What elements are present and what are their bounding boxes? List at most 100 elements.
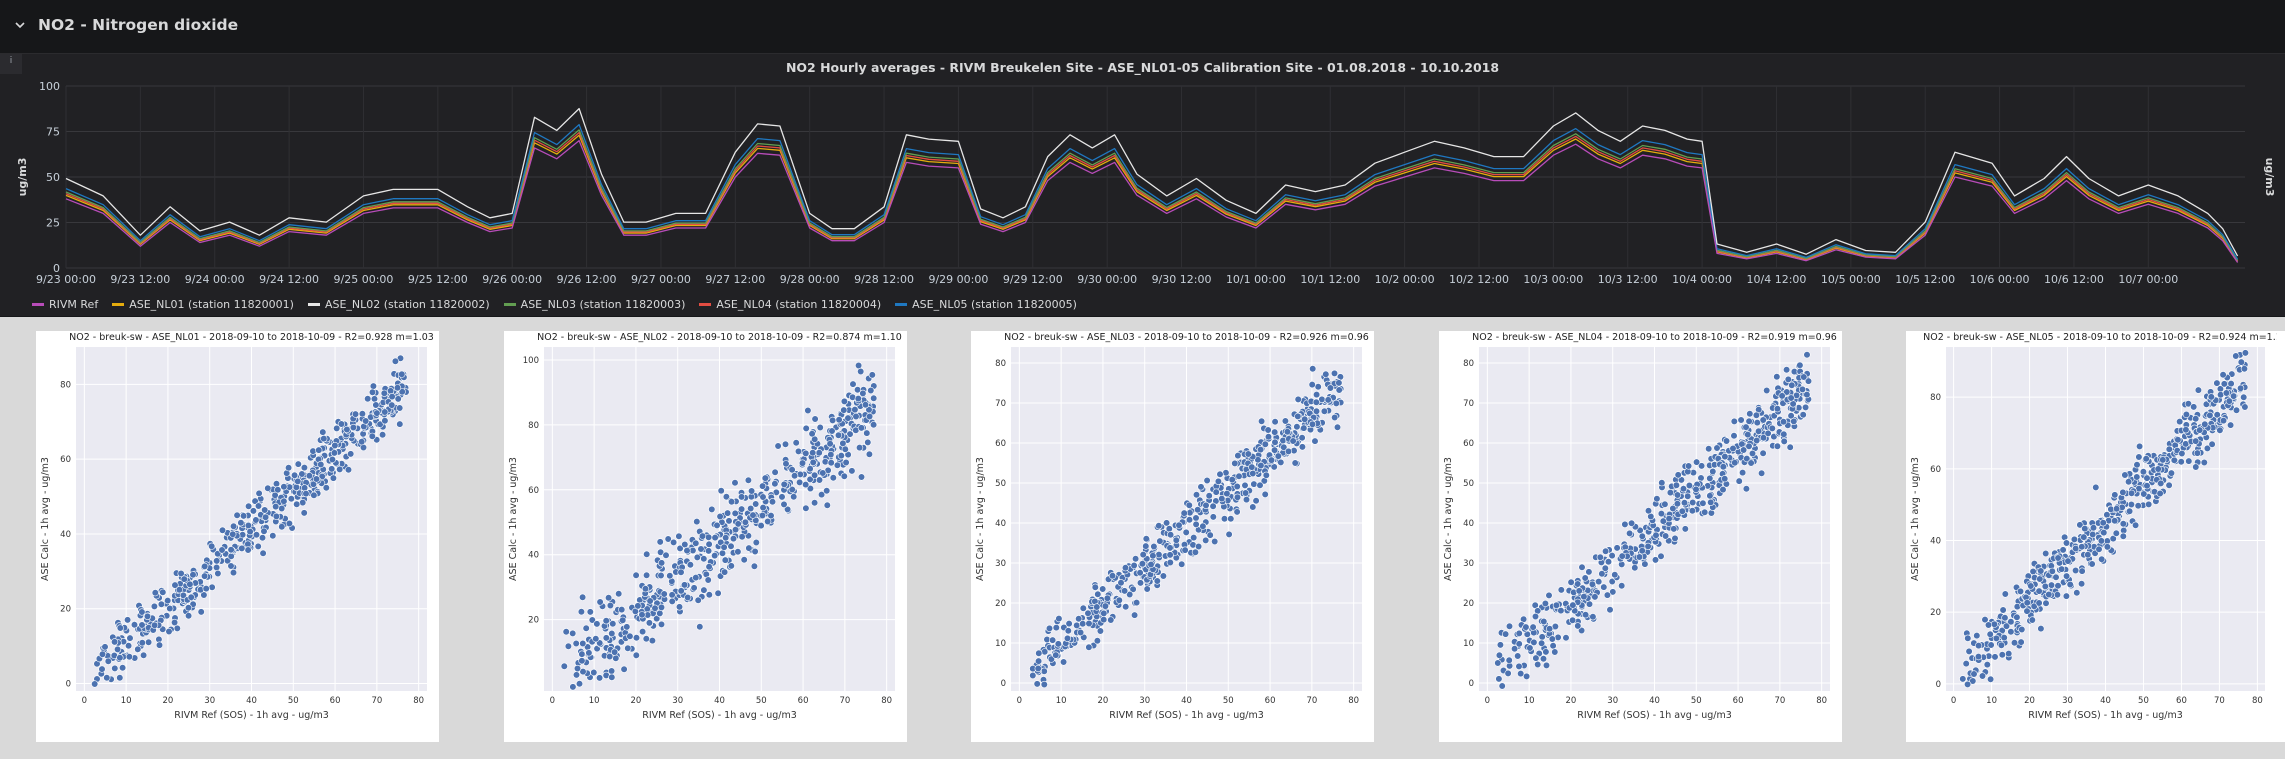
scatter-point xyxy=(851,405,859,414)
legend-item[interactable]: RIVM Ref xyxy=(32,298,98,311)
legend-item[interactable]: ASE_NL04 (station 11820004) xyxy=(699,298,881,311)
scatter-point xyxy=(626,632,634,640)
scatter-point xyxy=(391,357,400,365)
scatter-point xyxy=(1962,660,1970,668)
scatter-point xyxy=(1271,418,1279,426)
scatter-point xyxy=(2143,482,2151,490)
scatter-point xyxy=(837,451,845,460)
panel-info-icon[interactable]: i xyxy=(0,54,22,74)
scatter-point xyxy=(1758,469,1766,477)
series-line xyxy=(65,107,2239,257)
scatter-point xyxy=(1721,475,1729,483)
chevron-down-icon[interactable] xyxy=(14,17,30,33)
scatter-point xyxy=(608,673,616,681)
scatter-point xyxy=(2063,572,2071,580)
scatter-point xyxy=(2216,426,2224,434)
scatter-point xyxy=(2066,580,2074,589)
scatter-point xyxy=(2237,358,2245,366)
scatter-point xyxy=(1974,642,1983,650)
legend-item[interactable]: ASE_NL02 (station 11820002) xyxy=(307,298,490,311)
scatter-point xyxy=(2018,625,2026,634)
scatter-point xyxy=(1510,645,1519,653)
scatter-point xyxy=(1175,521,1183,529)
scatter-point xyxy=(1256,481,1264,489)
scatter-point xyxy=(866,412,874,421)
scatter-point xyxy=(2159,456,2167,464)
scatter-point xyxy=(312,475,321,483)
x-tick-label: 9/25 12:00 xyxy=(408,273,468,286)
scatter-point xyxy=(201,562,209,570)
scatter-point xyxy=(768,498,777,506)
scatter-point xyxy=(834,431,843,439)
scatter-point xyxy=(1312,398,1320,406)
scatter-point xyxy=(1973,632,1981,640)
scatter-point xyxy=(287,495,295,503)
scatter-point xyxy=(618,606,626,614)
scatter-point xyxy=(269,532,277,540)
scatter-point xyxy=(1182,528,1190,536)
y-tick-label: 20 xyxy=(528,616,539,626)
timeseries-panel: i NO2 Hourly averages - RIVM Breukelen S… xyxy=(0,53,2285,316)
scatter-point xyxy=(1635,553,1644,561)
legend-item[interactable]: ASE_NL05 (station 11820005) xyxy=(895,298,1077,311)
scatter-point xyxy=(1035,649,1043,657)
scatter-point xyxy=(2092,483,2100,491)
row-header[interactable]: NO2 - Nitrogen dioxide xyxy=(0,0,2285,50)
scatter-point xyxy=(774,442,782,450)
scatter-point xyxy=(1804,377,1813,385)
scatter-point xyxy=(1218,495,1226,503)
legend-label: RIVM Ref xyxy=(49,297,99,311)
scatter-point xyxy=(1562,634,1570,642)
scatter-point xyxy=(233,511,241,519)
y-tick-label: 0 xyxy=(1936,680,1941,690)
scatter-point xyxy=(1783,366,1791,374)
row-title[interactable]: NO2 - Nitrogen dioxide xyxy=(38,16,239,34)
scatter-point xyxy=(867,386,875,395)
y-tick-label: 60 xyxy=(1463,439,1474,449)
scatter-point xyxy=(1744,430,1752,439)
scatter-point xyxy=(134,645,142,653)
legend-item[interactable]: ASE_NL01 (station 11820001) xyxy=(112,298,294,311)
scatter-point xyxy=(666,572,674,580)
scatter-point xyxy=(1228,476,1236,484)
scatter-point xyxy=(166,604,174,613)
scatter-point xyxy=(1332,399,1340,407)
scatter-point xyxy=(1335,379,1343,387)
scatter-point xyxy=(1538,633,1546,641)
scatter-point xyxy=(752,500,760,508)
legend-item[interactable]: ASE_NL03 (station 11820003) xyxy=(503,298,685,311)
x-tick-label: 70 xyxy=(371,696,382,706)
scatter-point xyxy=(645,619,653,627)
scatter-point xyxy=(705,540,713,548)
x-tick-label: 9/30 12:00 xyxy=(1152,273,1212,286)
scatter-point xyxy=(227,546,235,554)
scatter-point xyxy=(2133,461,2141,469)
scatter-point xyxy=(2208,440,2216,448)
scatter-point xyxy=(738,533,746,541)
scatter-point xyxy=(727,562,735,570)
scatter-point xyxy=(2113,505,2121,513)
x-tick-label: 60 xyxy=(1265,696,1276,706)
scatter-point xyxy=(244,521,252,530)
scatter-point xyxy=(1322,370,1330,378)
scatter-point xyxy=(347,450,355,458)
scatter-point xyxy=(1759,449,1767,457)
scatter-point xyxy=(711,534,719,542)
panel-title[interactable]: NO2 Hourly averages - RIVM Breukelen Sit… xyxy=(785,60,1500,75)
y-tick-label: 40 xyxy=(995,519,1006,529)
y-tick-label: 0 xyxy=(1469,679,1474,689)
scatter-point xyxy=(782,460,790,468)
scatter-point xyxy=(358,410,367,418)
scatter-point xyxy=(1136,579,1145,587)
scatter-point xyxy=(1107,616,1115,624)
x-tick-label: 40 xyxy=(714,696,725,706)
scatter-point xyxy=(337,420,346,428)
scatter-point xyxy=(150,602,158,611)
scatter-point xyxy=(811,499,819,507)
scatter-point xyxy=(639,628,647,636)
y-tick-label: 50 xyxy=(995,479,1006,489)
scatter-point xyxy=(1790,417,1798,425)
scatter-title: NO2 - breuk-sw - ASE_NL03 - 2018-09-10 t… xyxy=(1004,332,1369,343)
scatter-point xyxy=(692,574,700,582)
scatter-point xyxy=(214,569,222,578)
